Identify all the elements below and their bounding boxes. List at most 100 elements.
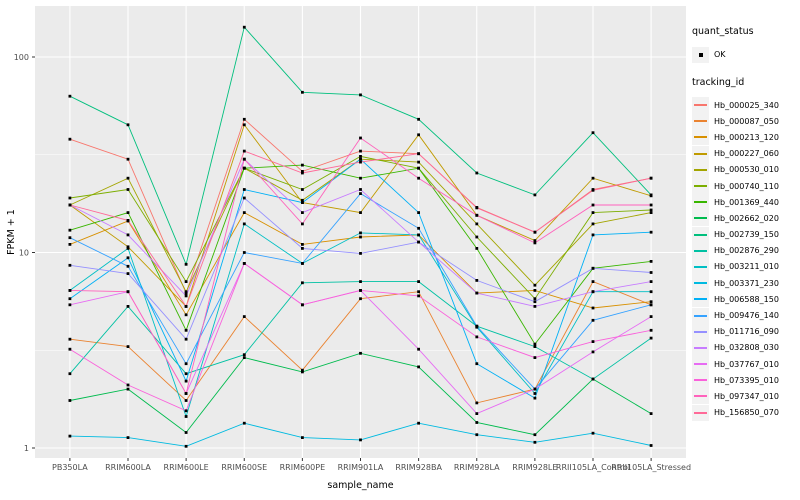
- legend-item-Hb_000087_050: Hb_000087_050: [692, 113, 800, 130]
- data-point: [533, 396, 537, 400]
- legend-key: [692, 46, 709, 63]
- y-tick-label: 10: [19, 249, 29, 258]
- legend-key: [692, 210, 709, 227]
- data-point: [359, 160, 362, 164]
- data-point: [301, 247, 304, 250]
- data-point: [417, 290, 420, 294]
- data-point: [649, 260, 653, 263]
- legend-label: Hb_073395_010: [714, 375, 779, 385]
- legend-label-ok: OK: [714, 50, 726, 59]
- data-point: [126, 233, 130, 237]
- data-point: [242, 25, 246, 29]
- data-point: [184, 362, 188, 366]
- data-point: [184, 280, 188, 283]
- data-point: [242, 196, 246, 200]
- data-point: [242, 188, 246, 191]
- data-point: [184, 290, 188, 294]
- x-tick-label: RRIM600PE: [280, 463, 326, 472]
- data-point: [68, 297, 72, 301]
- data-point: [359, 155, 362, 158]
- data-point: [301, 368, 304, 372]
- data-point: [475, 222, 479, 226]
- x-tick-label: RRIM928LA: [454, 463, 500, 472]
- data-point: [475, 279, 479, 282]
- data-point: [417, 240, 420, 244]
- legend-key: [692, 307, 709, 324]
- data-point: [184, 372, 188, 376]
- data-point: [533, 356, 537, 359]
- data-point: [242, 262, 246, 265]
- data-point: [301, 163, 304, 167]
- legend-label: Hb_097347_010: [714, 391, 779, 401]
- data-point: [649, 412, 653, 415]
- data-point: [126, 157, 130, 161]
- data-point: [417, 160, 420, 164]
- legend-color-line-icon: [694, 152, 707, 155]
- data-point: [68, 243, 72, 246]
- data-point: [649, 271, 653, 274]
- data-point: [417, 211, 420, 214]
- x-tick-label: RRII105LA_Stressed: [611, 463, 691, 472]
- legend-key: [692, 145, 709, 162]
- data-point: [475, 291, 479, 295]
- data-point: [591, 290, 595, 294]
- data-point: [184, 305, 188, 308]
- data-point: [126, 387, 130, 391]
- data-point: [359, 351, 362, 355]
- data-point: [184, 431, 188, 434]
- legend-key: [692, 323, 709, 340]
- data-point: [475, 401, 479, 405]
- legend-key: [692, 339, 709, 356]
- legend-key: [692, 129, 709, 146]
- data-point: [301, 262, 304, 265]
- x-tick-label: RRIM901LA: [338, 463, 384, 472]
- x-tick-label: RRII105LA_Control: [556, 463, 630, 472]
- x-tick-label: RRIM600LE: [164, 463, 209, 472]
- data-point: [417, 294, 420, 298]
- data-point: [301, 211, 304, 214]
- data-point: [533, 440, 537, 444]
- data-point: [359, 93, 362, 97]
- data-point: [301, 201, 304, 204]
- data-point: [184, 415, 188, 418]
- data-point: [68, 347, 72, 351]
- x-axis-title: sample_name: [327, 480, 393, 491]
- data-point: [68, 137, 72, 141]
- data-point: [533, 241, 537, 245]
- data-point: [533, 239, 537, 242]
- data-point: [533, 305, 537, 308]
- legend-item-Hb_097347_010: Hb_097347_010: [692, 388, 800, 405]
- data-point: [242, 117, 246, 121]
- legend-label: Hb_002876_290: [714, 246, 779, 256]
- data-point: [591, 188, 595, 192]
- data-point: [649, 230, 653, 234]
- legend-label: Hb_000025_340: [714, 100, 779, 110]
- legend-key: [692, 226, 709, 243]
- data-point: [475, 421, 479, 424]
- legend-color-line-icon: [694, 395, 707, 398]
- data-point: [475, 247, 479, 250]
- data-point: [301, 370, 304, 374]
- data-point: [126, 264, 130, 268]
- data-point: [591, 131, 595, 135]
- data-point: [359, 149, 362, 153]
- legend-color-line-icon: [694, 185, 707, 188]
- legend-label: Hb_009476_140: [714, 311, 779, 321]
- data-point: [359, 297, 362, 301]
- data-point: [68, 94, 72, 98]
- data-point: [475, 362, 479, 366]
- data-point: [417, 347, 420, 351]
- legend-label: Hb_000087_050: [714, 116, 779, 126]
- data-point: [591, 211, 595, 214]
- legend-key: [692, 161, 709, 178]
- data-point: [475, 324, 479, 328]
- legend-color-line-icon: [694, 249, 707, 252]
- data-point: [533, 433, 537, 437]
- data-point: [301, 170, 304, 173]
- legend-label: Hb_002662_020: [714, 213, 779, 223]
- data-point: [359, 211, 362, 214]
- data-point: [184, 379, 188, 383]
- data-point: [184, 409, 188, 413]
- data-point: [184, 399, 188, 402]
